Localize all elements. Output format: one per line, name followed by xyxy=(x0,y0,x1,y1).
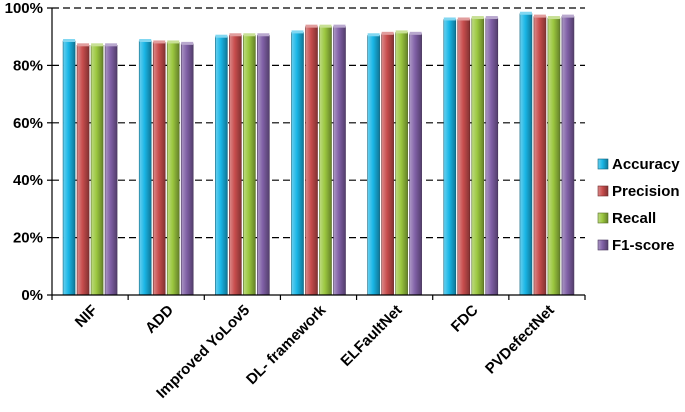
axes xyxy=(47,7,586,300)
bar-cap xyxy=(291,30,304,34)
legend: Accuracy Precision Recall F1-score xyxy=(597,156,680,254)
bar-cap xyxy=(91,43,104,47)
bar-cap xyxy=(367,33,380,37)
bar-recall xyxy=(395,32,408,296)
legend-label: Precision xyxy=(612,183,680,200)
y-tick-label: 20% xyxy=(13,230,43,247)
y-tick-label: 100% xyxy=(5,0,43,17)
bar-f1-score xyxy=(485,17,499,296)
bar-cap xyxy=(139,39,152,43)
y-tick-label: 40% xyxy=(13,172,43,189)
bar-cap xyxy=(215,34,228,38)
bar-cap xyxy=(471,16,484,20)
bar-cap xyxy=(485,16,498,20)
x-tick-label: FDC xyxy=(448,302,482,336)
bar-recall xyxy=(243,34,256,296)
legend-swatch xyxy=(597,239,609,251)
bar-cap xyxy=(443,17,456,21)
bar-cap xyxy=(153,40,166,44)
y-tick-labels: 0% 20% 40% 60% 80% 100% xyxy=(5,0,43,304)
bar-cap xyxy=(547,16,560,20)
bar-precision xyxy=(381,33,394,296)
bar-cap xyxy=(229,33,242,37)
bar-cap xyxy=(561,14,574,18)
bar-recall xyxy=(90,45,104,296)
y-tick-label: 0% xyxy=(21,287,43,304)
bar-cap xyxy=(167,40,180,44)
bar-cap xyxy=(381,31,394,35)
bar-precision xyxy=(76,45,90,296)
bar-f1-score xyxy=(561,16,575,296)
y-tick-label: 80% xyxy=(13,57,43,74)
bar-cap xyxy=(105,43,118,47)
bar-precision xyxy=(305,26,318,296)
bar-f1-score xyxy=(333,26,346,296)
bar-precision xyxy=(152,42,166,296)
bar-recall xyxy=(319,26,332,296)
bar-cap xyxy=(181,41,194,45)
bar-cap xyxy=(305,24,318,28)
x-tick-label: ELFaultNet xyxy=(337,302,405,370)
bar-cap xyxy=(333,24,346,28)
bar-accuracy xyxy=(215,36,228,296)
bar-cap xyxy=(243,33,256,37)
x-tick-label: ADD xyxy=(142,302,177,337)
bar-accuracy xyxy=(62,40,76,296)
bar-cap xyxy=(319,24,332,28)
bar-recall xyxy=(166,42,180,296)
x-tick-label: DL- framework xyxy=(243,301,330,388)
bar-recall xyxy=(471,17,485,296)
legend-swatch xyxy=(597,212,609,224)
bar-accuracy xyxy=(291,32,304,296)
bar-cap xyxy=(409,31,422,35)
legend-swatch xyxy=(597,158,609,170)
bar-recall xyxy=(547,17,561,296)
y-tick-label: 60% xyxy=(13,115,43,132)
x-tick-label: PVDefectNet xyxy=(482,302,558,378)
bar-cap xyxy=(395,30,408,34)
legend-label: Recall xyxy=(612,210,656,227)
bar-precision xyxy=(457,19,471,296)
bar-f1-score xyxy=(180,43,194,296)
bar-accuracy xyxy=(138,40,152,296)
bar-cap xyxy=(519,11,532,15)
bar-cap xyxy=(63,39,76,43)
bar-precision xyxy=(533,16,547,296)
bar-f1-score xyxy=(104,45,118,296)
legend-label: F1-score xyxy=(612,237,675,254)
bar-accuracy xyxy=(519,13,533,296)
legend-label: Accuracy xyxy=(612,156,680,173)
bar-cap xyxy=(533,14,546,18)
bar-accuracy xyxy=(367,34,380,296)
bar-accuracy xyxy=(443,19,457,296)
bars xyxy=(62,11,575,296)
bar-f1-score xyxy=(257,34,270,296)
bar-precision xyxy=(229,34,242,296)
bar-cap xyxy=(77,43,90,47)
bar-f1-score xyxy=(409,33,422,296)
x-tick-label: NIF xyxy=(72,302,101,331)
bar-cap xyxy=(257,33,270,37)
legend-swatch xyxy=(597,185,609,197)
bar-cap xyxy=(457,17,470,21)
gridlines xyxy=(52,7,585,239)
